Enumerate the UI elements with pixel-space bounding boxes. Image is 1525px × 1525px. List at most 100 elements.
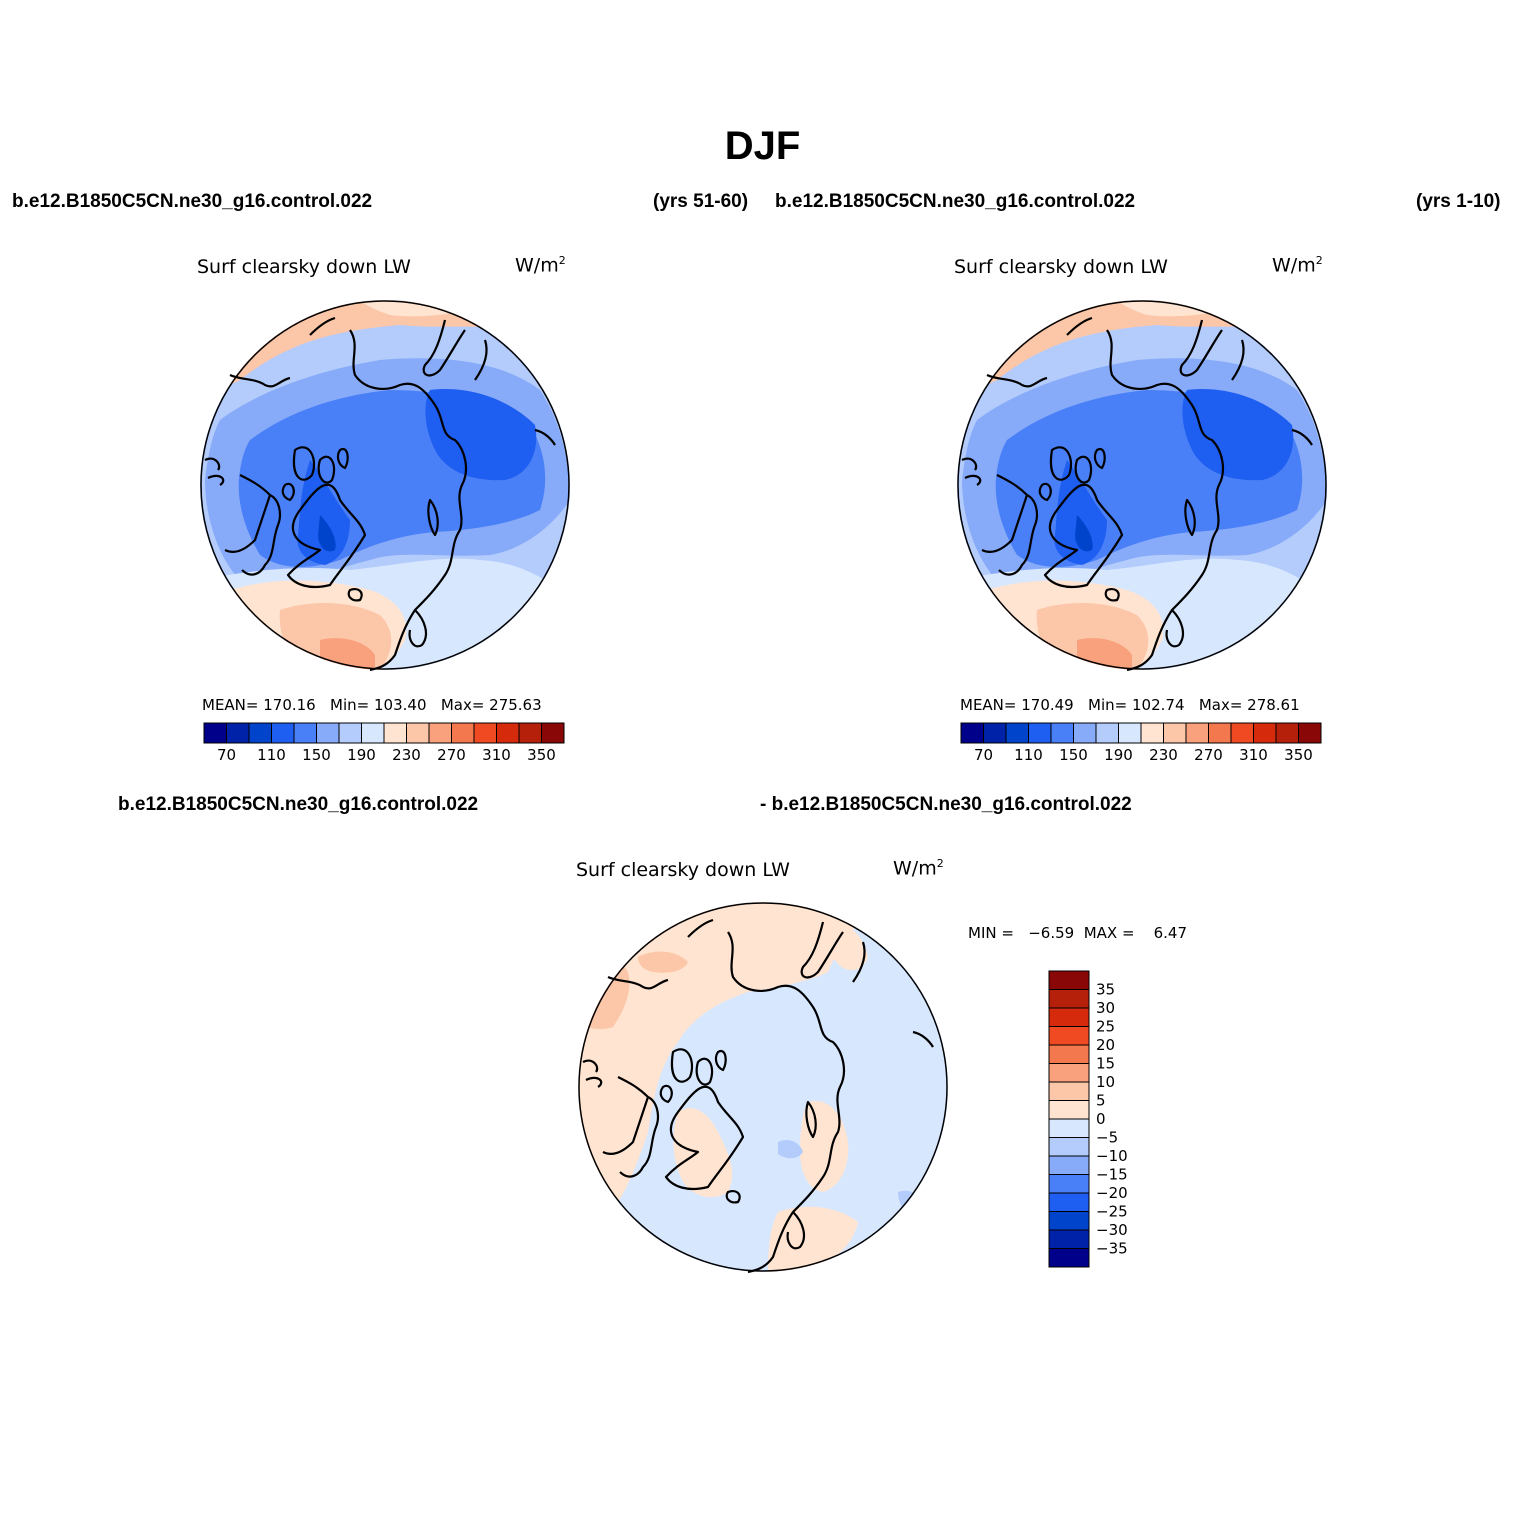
panel2-colorbar: 70 110 150 190 230 270 310 350 [960,722,1322,764]
panel1-colorbar-tick-label: 190 [347,746,376,764]
panel1-map [200,300,570,672]
diff-colorbar-swatch [1048,1026,1090,1046]
panel1-colorbar-swatch [428,722,452,744]
panel1-colorbar-swatch [496,722,520,744]
diff-colorbar-tick-label: 10 [1096,1073,1115,1091]
panel2-colorbar-tick-label: 110 [1014,746,1043,764]
panel1-colorbar-swatch [473,722,497,744]
diff-colorbar-swatch [1048,1248,1090,1268]
panel1-colorbar-swatch [248,722,272,744]
panel1-colorbar-tick-label: 270 [437,746,466,764]
diff-colorbar-tick-label: 30 [1096,999,1115,1017]
diff-case-b: - b.e12.B1850C5CN.ne30_g16.control.022 [760,794,1132,815]
panel2-colorbar-tick-label: 230 [1149,746,1178,764]
panel1-colorbar-swatch [203,722,227,744]
panel2-colorbar-swatch [1230,722,1254,744]
panel2-years: (yrs 1-10) [1416,191,1501,212]
panel2-colorbar-swatch [1163,722,1187,744]
panel2-colorbar-swatch [1005,722,1029,744]
diff-colorbar-tick-label: −15 [1096,1166,1128,1184]
panel2-colorbar-swatch [1073,722,1097,744]
diff-colorbar-swatch [1048,1229,1090,1249]
panel1-colorbar-swatch [541,722,565,744]
panel1-colorbar-swatch [406,722,430,744]
diff-map [578,902,948,1274]
panel1-colorbar-swatch [451,722,475,744]
panel1-colorbar-tick-label: 350 [527,746,556,764]
panel2-colorbar-swatch [1208,722,1232,744]
diff-colorbar-swatch [1048,1211,1090,1231]
panel2-colorbar-tick-label: 190 [1104,746,1133,764]
panel1-colorbar-tick-label: 150 [302,746,331,764]
panel1-stats: MEAN= 170.16 Min= 103.40 Max= 275.63 [202,696,542,714]
diff-colorbar-tick-label: 35 [1096,981,1115,999]
diff-colorbar-swatch [1048,1044,1090,1064]
diff-colorbar-swatch [1048,989,1090,1009]
panel1-colorbar-swatch [518,722,542,744]
panel2-colorbar-swatch [1140,722,1164,744]
diff-colorbar-swatch [1048,1081,1090,1101]
diff-units: W/m2 [893,857,944,880]
diff-colorbar-tick-label: 20 [1096,1036,1115,1054]
main-title: DJF [724,124,801,168]
panel1-colorbar-swatch [383,722,407,744]
diff-colorbar-tick-label: 25 [1096,1018,1115,1036]
panel2-title: Surf clearsky down LW [954,256,1168,278]
panel2-colorbar-swatch [960,722,984,744]
diff-colorbar-tick-label: 0 [1096,1110,1106,1128]
panel2-stats: MEAN= 170.49 Min= 102.74 Max= 278.61 [960,696,1300,714]
diff-colorbar-swatch [1048,1174,1090,1194]
panel1-units: W/m2 [515,254,566,277]
diff-colorbar-tick-label: −10 [1096,1147,1128,1165]
panel1-colorbar: 70 110 150 190 230 270 310 350 [203,722,565,764]
panel2-colorbar-tick-label: 310 [1239,746,1268,764]
panel1-colorbar-swatch [361,722,385,744]
panel2-units: W/m2 [1272,254,1323,277]
panel1-colorbar-tick-label: 310 [482,746,511,764]
diff-colorbar-tick-label: −5 [1096,1129,1118,1147]
diff-colorbar-swatch [1048,1118,1090,1138]
panel2-colorbar-tick-label: 350 [1284,746,1313,764]
panel1-colorbar-swatch [338,722,362,744]
diff-colorbar-swatch [1048,1100,1090,1120]
panel2-colorbar-swatch [1298,722,1322,744]
panel1-colorbar-tick-label: 110 [257,746,286,764]
panel2-colorbar-tick-label: 70 [974,746,993,764]
panel1-colorbar-swatch [316,722,340,744]
diff-colorbar-swatch [1048,1007,1090,1027]
diff-colorbar-tick-label: 5 [1096,1092,1106,1110]
diff-colorbar-tick-label: −35 [1096,1240,1128,1258]
panel2-colorbar-swatch [1185,722,1209,744]
panel2-colorbar-swatch [1253,722,1277,744]
diff-colorbar-tick-label: −30 [1096,1221,1128,1239]
panel2-colorbar-swatch [983,722,1007,744]
panel2-colorbar-tick-label: 270 [1194,746,1223,764]
panel2-colorbar-swatch [1118,722,1142,744]
panel2-map [957,300,1327,672]
diff-case-a: b.e12.B1850C5CN.ne30_g16.control.022 [118,794,479,815]
diff-colorbar-swatch [1048,1155,1090,1175]
panel2-colorbar-swatch [1275,722,1299,744]
panel1-years: (yrs 51-60) [653,191,749,212]
panel1-colorbar-swatch [293,722,317,744]
panel2-case-name: b.e12.B1850C5CN.ne30_g16.control.022 [775,191,1136,212]
diff-colorbar-swatch [1048,970,1090,990]
panel2-colorbar-swatch [1095,722,1119,744]
panel2-colorbar-swatch [1028,722,1052,744]
panel1-title: Surf clearsky down LW [197,256,411,278]
panel1-colorbar-tick-label: 230 [392,746,421,764]
panel1-colorbar-swatch [271,722,295,744]
diff-colorbar-tick-label: −25 [1096,1203,1128,1221]
diff-colorbar-swatch [1048,1063,1090,1083]
panel2-colorbar-swatch [1050,722,1074,744]
diff-title: Surf clearsky down LW [576,859,790,881]
diff-colorbar-tick-label: −20 [1096,1184,1128,1202]
panel1-case-name: b.e12.B1850C5CN.ne30_g16.control.022 [12,191,373,212]
panel1-colorbar-tick-label: 70 [217,746,236,764]
diff-colorbar-tick-label: 15 [1096,1055,1115,1073]
diff-stats: MIN = −6.59 MAX = 6.47 [968,924,1188,942]
diff-colorbar-swatch [1048,1192,1090,1212]
diff-colorbar-swatch [1048,1137,1090,1157]
panel1-colorbar-swatch [226,722,250,744]
